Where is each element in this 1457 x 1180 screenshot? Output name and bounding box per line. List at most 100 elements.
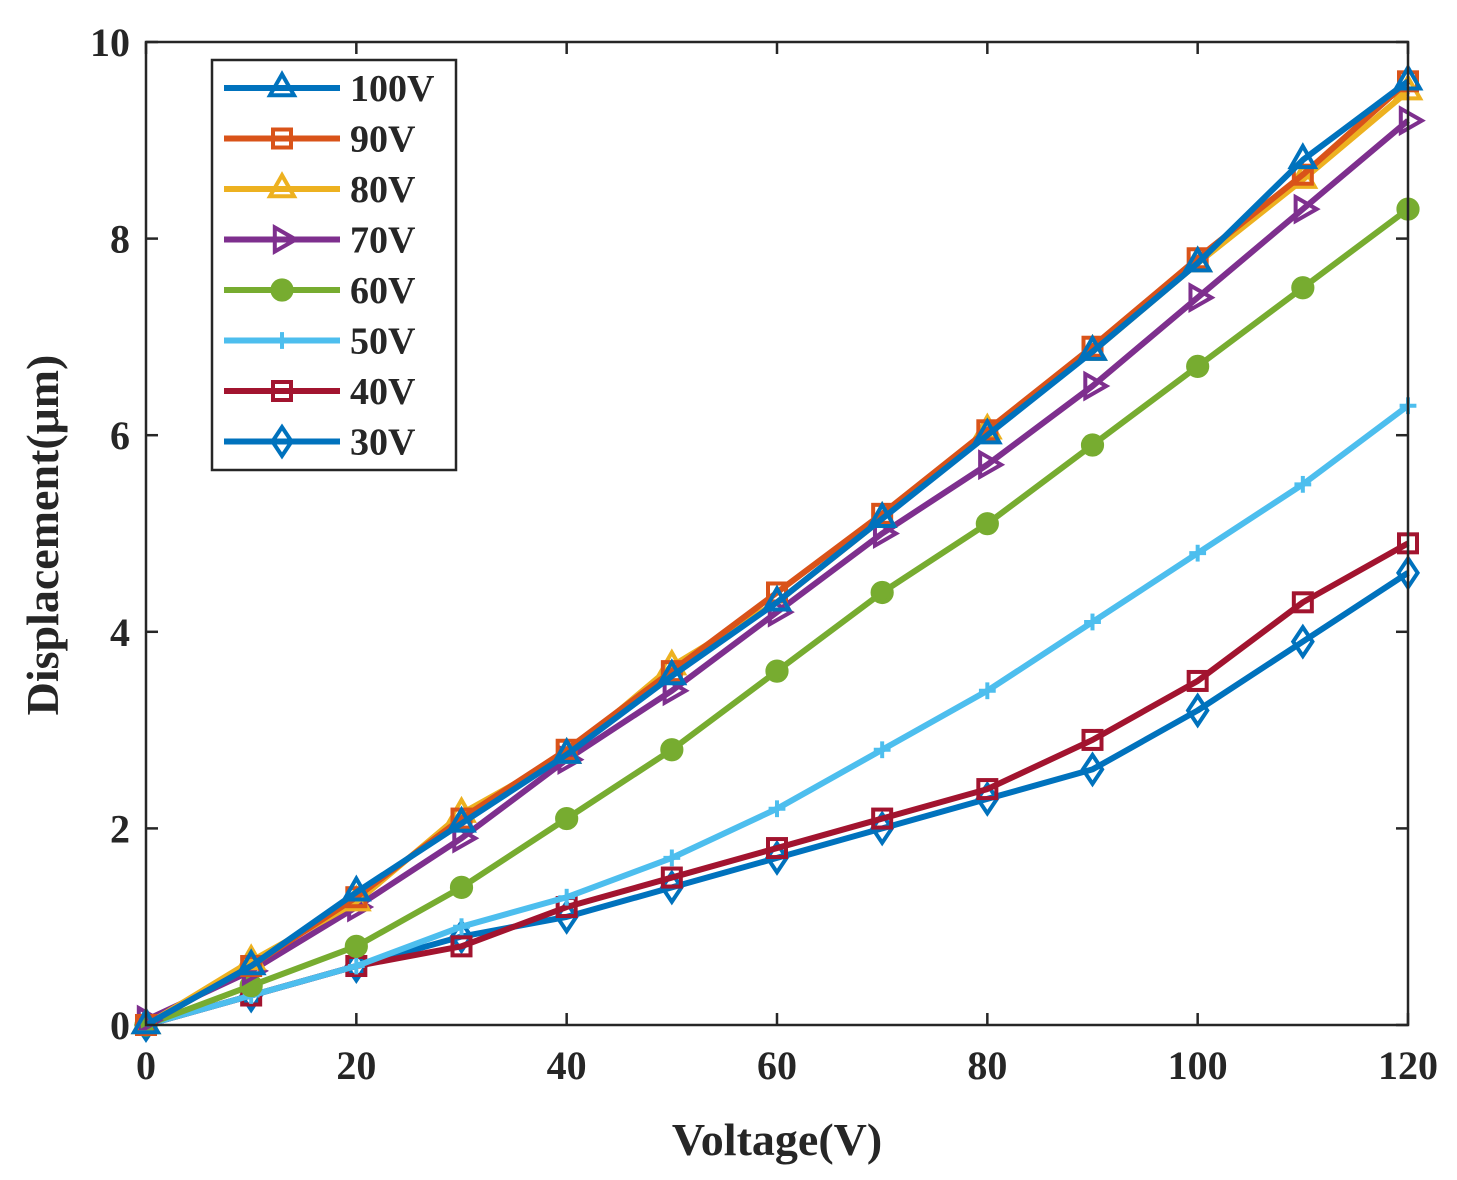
- legend-entry-40v: 40V: [224, 371, 416, 413]
- legend-label-90v: 90V: [350, 119, 416, 161]
- data-point-30v: [764, 839, 790, 876]
- legend-label-100v: 100V: [350, 68, 435, 110]
- data-point-50v: [347, 957, 365, 975]
- legend-marker-90v: [271, 127, 293, 150]
- legend-label-70v: 70V: [350, 220, 416, 262]
- data-point-50v: [663, 849, 681, 867]
- plot-frame: [144, 40, 1410, 1027]
- legend-marker-70v: [272, 224, 300, 255]
- legend-label-80v: 80V: [350, 169, 416, 211]
- x-tick-label: 40: [547, 1043, 587, 1088]
- data-point-60v: [344, 934, 368, 958]
- legend-marker-30v: [269, 423, 295, 460]
- data-point-60v: [1186, 354, 1210, 378]
- data-point-60v: [1291, 276, 1315, 300]
- data-point-60v: [555, 806, 579, 831]
- legend-marker-60v: [270, 278, 294, 302]
- data-point-50v: [1189, 544, 1207, 562]
- data-point-30v: [659, 869, 684, 906]
- data-point-50v: [453, 918, 470, 936]
- y-tick-label: 2: [110, 806, 130, 851]
- data-point-40v: [766, 837, 788, 860]
- data-point-100v: [761, 584, 793, 612]
- data-point-30v: [1080, 751, 1105, 788]
- y-tick-label: 4: [110, 610, 130, 655]
- data-point-100v: [446, 805, 477, 833]
- data-point-70v: [767, 596, 795, 628]
- data-point-70v: [1293, 193, 1321, 225]
- data-point-100v: [1077, 333, 1108, 361]
- data-point-60v: [765, 659, 789, 683]
- data-point-60v: [660, 738, 684, 762]
- series-layer: [130, 63, 1426, 1044]
- data-point-50v: [1294, 475, 1312, 493]
- data-point-60v: [449, 875, 474, 899]
- data-point-100v: [866, 500, 898, 528]
- data-point-30v: [1185, 692, 1210, 729]
- data-point-50v: [978, 682, 996, 700]
- x-axis-label: Voltage(V): [672, 1114, 882, 1165]
- data-point-100v: [1287, 142, 1319, 170]
- data-point-100v: [656, 658, 688, 686]
- data-point-100v: [971, 417, 1003, 445]
- data-point-100v: [235, 948, 267, 976]
- data-point-100v: [551, 736, 583, 764]
- legend-entry-100v: 100V: [224, 68, 435, 110]
- data-point-40v: [871, 807, 894, 830]
- data-point-40v: [1081, 728, 1104, 751]
- legend-entry-80v: 80V: [224, 169, 416, 211]
- y-axis-label: Displacement(μm): [17, 355, 68, 716]
- data-point-70v: [1083, 370, 1111, 402]
- data-point-40v: [450, 935, 473, 958]
- legend-entry-50v: 50V: [224, 321, 416, 363]
- data-point-30v: [1290, 623, 1315, 660]
- data-point-30v: [870, 810, 895, 847]
- x-tick-label: 100: [1168, 1043, 1228, 1088]
- legend-label-60v: 60V: [350, 270, 416, 312]
- data-point-60v: [1080, 433, 1105, 457]
- data-point-70v: [978, 449, 1006, 481]
- series-100v: [130, 63, 1424, 1035]
- y-tick-label: 10: [90, 20, 130, 65]
- data-point-50v: [558, 888, 576, 906]
- data-point-40v: [976, 778, 999, 801]
- data-point-100v: [340, 874, 372, 902]
- x-tick-label: 80: [967, 1043, 1007, 1088]
- x-tick-label: 60: [757, 1043, 797, 1088]
- data-point-50v: [768, 800, 786, 818]
- legend-box: [210, 58, 458, 472]
- data-point-60v: [870, 580, 894, 605]
- data-point-70v: [1188, 282, 1216, 314]
- x-tick-label: 0: [136, 1043, 156, 1088]
- data-point-100v: [130, 1007, 162, 1035]
- legend-entry-60v: 60V: [224, 270, 416, 312]
- legend-marker-40v: [271, 380, 293, 402]
- data-point-100v: [1182, 245, 1214, 273]
- y-tick-label: 8: [110, 217, 130, 262]
- y-tick-label: 0: [110, 1003, 130, 1048]
- legend-marker-80v: [266, 171, 298, 199]
- legend-label-30v: 30V: [350, 422, 416, 464]
- legend-label-40v: 40V: [350, 371, 416, 413]
- data-point-40v: [660, 866, 683, 889]
- x-tick-label: 20: [336, 1043, 376, 1088]
- data-point-40v: [1186, 669, 1209, 692]
- legend-label-50v: 50V: [350, 321, 416, 363]
- legend: 100V 90V 80V 70V 60V 50V 40V 30V: [210, 58, 458, 472]
- data-point-50v: [873, 741, 891, 759]
- data-point-70v: [1398, 105, 1426, 137]
- data-point-30v: [975, 780, 1000, 817]
- data-point-40v: [1291, 591, 1314, 614]
- x-tick-label: 120: [1378, 1043, 1438, 1088]
- legend-entry-70v: 70V: [224, 220, 416, 262]
- legend-marker-100v: [266, 70, 298, 98]
- legend-entry-90v: 90V: [224, 119, 416, 161]
- data-point-50v: [1084, 613, 1101, 631]
- legend-entry-30v: 30V: [224, 422, 416, 464]
- series-line-100v: [144, 78, 1410, 1028]
- data-point-60v: [975, 512, 999, 536]
- y-tick-label: 6: [110, 413, 130, 458]
- legend-marker-50v: [273, 332, 291, 349]
